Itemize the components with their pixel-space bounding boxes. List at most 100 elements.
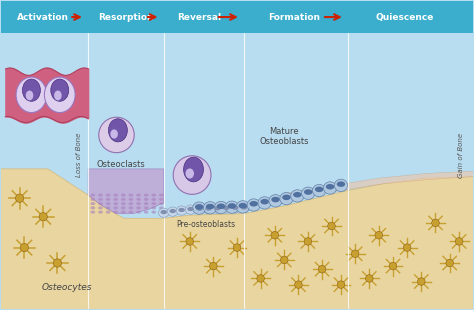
Circle shape [113, 198, 118, 201]
Circle shape [217, 203, 225, 209]
Circle shape [238, 203, 247, 208]
Circle shape [196, 206, 203, 211]
Ellipse shape [183, 157, 203, 182]
Ellipse shape [389, 262, 397, 270]
Circle shape [169, 209, 176, 213]
Ellipse shape [239, 203, 249, 213]
Ellipse shape [351, 250, 359, 258]
Ellipse shape [176, 206, 187, 215]
Ellipse shape [16, 77, 47, 113]
Circle shape [151, 210, 156, 214]
Text: Reversal: Reversal [177, 12, 221, 22]
Ellipse shape [271, 232, 279, 239]
Circle shape [136, 198, 141, 201]
Ellipse shape [194, 205, 205, 214]
Circle shape [91, 202, 95, 205]
Polygon shape [0, 169, 474, 309]
Circle shape [151, 198, 156, 201]
Circle shape [151, 202, 156, 205]
Text: Osteocytes: Osteocytes [42, 283, 92, 292]
Ellipse shape [291, 190, 304, 202]
Circle shape [136, 202, 141, 205]
Circle shape [144, 210, 148, 214]
Circle shape [106, 202, 110, 205]
Text: Resorption: Resorption [98, 12, 154, 22]
Ellipse shape [185, 168, 194, 179]
Circle shape [159, 198, 164, 201]
Ellipse shape [158, 208, 169, 217]
Ellipse shape [365, 275, 373, 282]
Circle shape [91, 206, 95, 209]
Ellipse shape [54, 91, 62, 100]
Text: Quiescence: Quiescence [375, 12, 434, 22]
Circle shape [113, 193, 118, 197]
Circle shape [337, 181, 345, 187]
Ellipse shape [301, 187, 315, 199]
Circle shape [128, 210, 133, 214]
Ellipse shape [230, 204, 240, 213]
Ellipse shape [109, 119, 128, 142]
Ellipse shape [258, 197, 271, 209]
Circle shape [98, 198, 103, 201]
Text: Pre-osteoblasts: Pre-osteoblasts [177, 220, 236, 229]
Circle shape [187, 207, 194, 211]
Ellipse shape [403, 244, 411, 251]
Ellipse shape [257, 275, 264, 282]
Circle shape [121, 210, 126, 214]
Ellipse shape [334, 179, 347, 192]
Ellipse shape [99, 117, 134, 153]
Circle shape [144, 202, 148, 205]
Ellipse shape [210, 262, 217, 270]
Circle shape [91, 210, 95, 214]
Ellipse shape [16, 194, 24, 202]
Ellipse shape [328, 222, 335, 230]
Ellipse shape [26, 91, 33, 100]
Ellipse shape [22, 79, 40, 101]
Ellipse shape [51, 79, 69, 101]
Ellipse shape [203, 205, 214, 214]
Ellipse shape [269, 195, 282, 207]
Circle shape [98, 206, 103, 209]
Circle shape [144, 206, 148, 209]
Ellipse shape [281, 256, 288, 264]
Circle shape [159, 210, 164, 214]
Ellipse shape [110, 129, 118, 139]
Circle shape [121, 193, 126, 197]
Text: Osteoclasts: Osteoclasts [97, 160, 146, 169]
Circle shape [159, 202, 164, 205]
Ellipse shape [39, 213, 47, 221]
Circle shape [159, 206, 164, 209]
Circle shape [106, 198, 110, 201]
Circle shape [151, 206, 156, 209]
Ellipse shape [236, 201, 249, 213]
Circle shape [293, 192, 301, 197]
Ellipse shape [192, 202, 206, 214]
Circle shape [106, 193, 110, 197]
Circle shape [304, 189, 312, 195]
Circle shape [249, 201, 258, 206]
Ellipse shape [221, 204, 231, 213]
Circle shape [121, 198, 126, 201]
Circle shape [282, 195, 291, 200]
Text: Formation: Formation [268, 12, 320, 22]
Text: Gain of Bone: Gain of Bone [458, 132, 465, 178]
Circle shape [178, 208, 185, 212]
Ellipse shape [280, 193, 293, 205]
Circle shape [205, 206, 212, 210]
Ellipse shape [295, 281, 302, 288]
Ellipse shape [167, 207, 178, 216]
Text: Loss of Bone: Loss of Bone [76, 133, 82, 177]
Circle shape [91, 198, 95, 201]
Ellipse shape [318, 265, 326, 273]
Circle shape [136, 193, 141, 197]
Circle shape [144, 198, 148, 201]
Circle shape [271, 197, 280, 202]
Ellipse shape [375, 232, 383, 239]
Circle shape [144, 193, 148, 197]
Ellipse shape [432, 219, 439, 227]
Ellipse shape [53, 259, 62, 267]
Circle shape [206, 204, 214, 209]
Circle shape [326, 184, 334, 189]
Circle shape [98, 202, 103, 205]
Ellipse shape [312, 184, 326, 197]
